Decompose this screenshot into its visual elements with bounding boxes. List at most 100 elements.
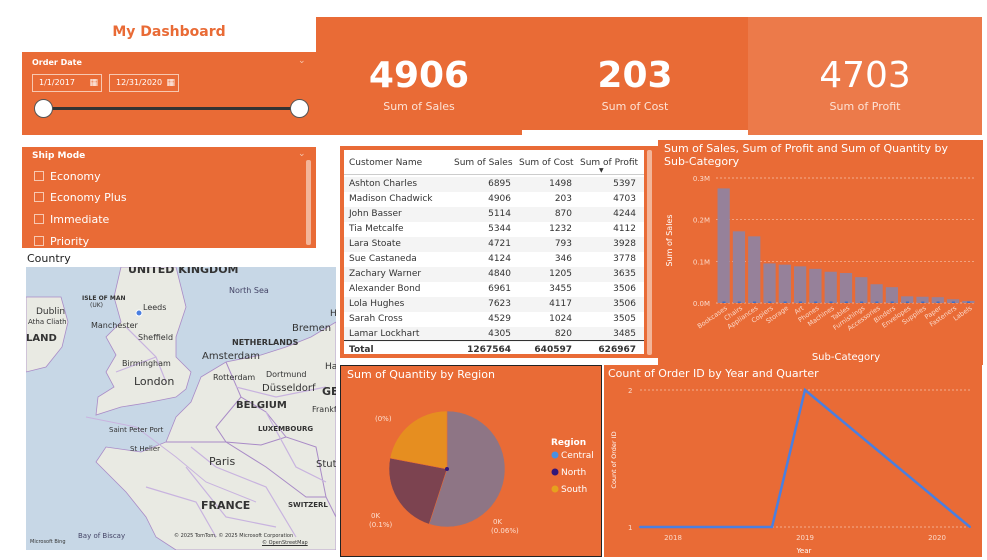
bar-chart[interactable]: 0.0M0.1M0.2M0.3MBookcasesChairsAppliance… [658, 170, 983, 365]
bar[interactable] [901, 296, 914, 303]
line-point[interactable] [705, 526, 707, 528]
col-header-cost[interactable]: Sum of Cost [519, 158, 574, 168]
pie-legend-item[interactable]: South [561, 485, 587, 495]
bar[interactable] [763, 263, 776, 303]
cell-profit: 4244 [613, 209, 636, 219]
line-y-tick: 1 [628, 524, 632, 532]
bar[interactable] [839, 273, 853, 303]
table-row[interactable]: Ashton Charles 6895 1498 5397 [344, 177, 644, 192]
map-label-dublin: Dublin [36, 307, 66, 317]
checkbox[interactable] [34, 214, 44, 224]
bar[interactable] [870, 284, 883, 303]
checkbox[interactable] [34, 171, 44, 181]
line-point[interactable] [969, 526, 971, 528]
line-point[interactable] [771, 526, 773, 528]
ship-mode-option-immediate[interactable]: Immediate [34, 213, 109, 226]
checkbox[interactable] [34, 236, 44, 246]
pie-legend-swatch[interactable] [551, 485, 559, 493]
bar[interactable] [794, 266, 807, 303]
col-header-profit[interactable]: Sum of Profit [580, 158, 639, 168]
bar[interactable] [732, 231, 746, 303]
kpi-sales-card: 4906 Sum of Sales [316, 17, 522, 135]
cell-cost: 870 [554, 209, 572, 219]
bar[interactable] [885, 287, 898, 303]
pie-chart[interactable]: 0K(0.06%)0K(0.1%)(0%)RegionCentralNorthS… [341, 366, 601, 556]
kpi-cost-value: 203 [597, 55, 673, 96]
cell-sales: 4124 [488, 254, 511, 264]
calendar-icon[interactable]: ▦ [166, 78, 175, 88]
pie-legend-swatch[interactable] [551, 468, 559, 476]
bar[interactable] [946, 299, 960, 303]
table-row[interactable]: John Basser 5114 870 4244 [344, 207, 644, 222]
pie-chart-panel: Sum of Quantity by Region 0K (0.06%) 0K (0.… [340, 365, 602, 557]
ship-mode-option-economy[interactable]: Economy [34, 170, 101, 183]
table-row[interactable]: Tia Metcalfe 5344 1232 4112 [344, 222, 644, 237]
pie-slice[interactable] [388, 457, 448, 525]
line-point[interactable] [639, 526, 641, 528]
bar[interactable] [824, 271, 837, 303]
country-map[interactable]: UNITED KINGDOM ISLE OF MAN (UK) North Se… [26, 267, 336, 550]
customer-table[interactable]: Customer Name Sum of Sales Sum of Cost S… [344, 150, 644, 355]
line-chart-panel: Count of Order ID by Year and Quarter 1 2… [604, 365, 982, 557]
bar-y-tick: 0.1M [693, 258, 710, 266]
map-label-ha: Ha [325, 362, 336, 372]
chevron-down-icon[interactable]: ⌄ [298, 56, 306, 66]
date-slider-end-handle[interactable] [290, 99, 309, 118]
line-series[interactable] [640, 387, 971, 529]
bar[interactable] [778, 264, 791, 303]
total-label: Total [349, 345, 374, 355]
pie-slice[interactable] [389, 410, 448, 470]
table-row[interactable]: Lara Stoate 4721 793 3928 [344, 237, 644, 252]
table-row[interactable]: Lola Hughes 7623 4117 3506 [344, 297, 644, 312]
bar[interactable] [809, 268, 822, 303]
bar[interactable] [717, 188, 730, 303]
map-attribution[interactable]: © 2025 TomTom, © 2025 Microsoft Corporat… [174, 533, 294, 539]
table-row[interactable]: Sue Castaneda 4124 346 3778 [344, 252, 644, 267]
table-row[interactable]: Sarah Cross 4529 1024 3505 [344, 312, 644, 327]
cell-customer: Lara Stoate [349, 239, 401, 249]
bar[interactable] [916, 296, 929, 303]
ship-mode-option-priority[interactable]: Priority [34, 235, 89, 248]
order-date-slicer[interactable]: Order Date ⌄ 1/1/2017 ▦ 12/31/2020 ▦ [22, 52, 316, 135]
map-label-netherlands: NETHERLANDS [232, 338, 299, 347]
ship-mode-scrollbar[interactable] [306, 160, 311, 245]
bar-secondary [753, 301, 757, 303]
pie-legend-swatch[interactable] [551, 451, 559, 459]
chevron-down-icon[interactable]: ⌄ [298, 149, 306, 159]
cell-cost: 793 [554, 239, 572, 249]
bar-chart-panel: Sum of Sales, Sum of Profit and Sum of Q… [658, 140, 983, 365]
line-chart-title: Count of Order ID by Year and Quarter [608, 367, 819, 380]
start-date-input[interactable]: 1/1/2017 ▦ [32, 74, 102, 92]
bar[interactable] [931, 297, 944, 303]
table-row[interactable]: Lamar Lockhart 4305 820 3485 [344, 327, 644, 342]
checkbox[interactable] [34, 192, 44, 202]
pie-slice[interactable] [428, 410, 506, 528]
date-slider-track[interactable] [42, 107, 300, 110]
calendar-icon[interactable]: ▦ [89, 78, 98, 88]
table-row[interactable]: Alexander Bond 6961 3455 3506 [344, 282, 644, 297]
pie-legend-item[interactable]: Central [561, 451, 594, 461]
bar[interactable] [855, 277, 868, 303]
bar[interactable] [748, 236, 761, 303]
cell-sales: 4721 [488, 239, 511, 249]
table-row[interactable]: Zachary Warner 4840 1205 3635 [344, 267, 644, 282]
kpi-profit-card: 4703 Sum of Profit [748, 17, 982, 135]
table-scrollbar[interactable] [647, 150, 652, 355]
cell-sales: 4840 [488, 269, 511, 279]
kpi-sales-value: 4906 [368, 55, 470, 96]
pie-legend-item[interactable]: North [561, 468, 586, 478]
ship-mode-slicer[interactable]: Ship Mode ⌄ Economy Economy Plus Immedia… [22, 147, 316, 248]
cell-profit: 5397 [613, 179, 636, 189]
kpi-profit-value: 4703 [819, 55, 911, 96]
total-sales: 1267564 [467, 345, 511, 355]
cell-customer: Lola Hughes [349, 299, 405, 309]
date-slider-start-handle[interactable] [34, 99, 53, 118]
col-header-customer[interactable]: Customer Name [349, 158, 423, 168]
end-date-input[interactable]: 12/31/2020 ▦ [109, 74, 179, 92]
line-point[interactable] [804, 389, 806, 391]
ship-mode-option-economy-plus[interactable]: Economy Plus [34, 191, 127, 204]
line-chart[interactable]: 1 2 2018 2019 2020 Year Count of Order ID [604, 365, 982, 557]
osm-attribution[interactable]: © OpenStreetMap [262, 540, 308, 546]
table-row[interactable]: Madison Chadwick 4906 203 4703 [344, 192, 644, 207]
col-header-sales[interactable]: Sum of Sales [454, 158, 513, 168]
